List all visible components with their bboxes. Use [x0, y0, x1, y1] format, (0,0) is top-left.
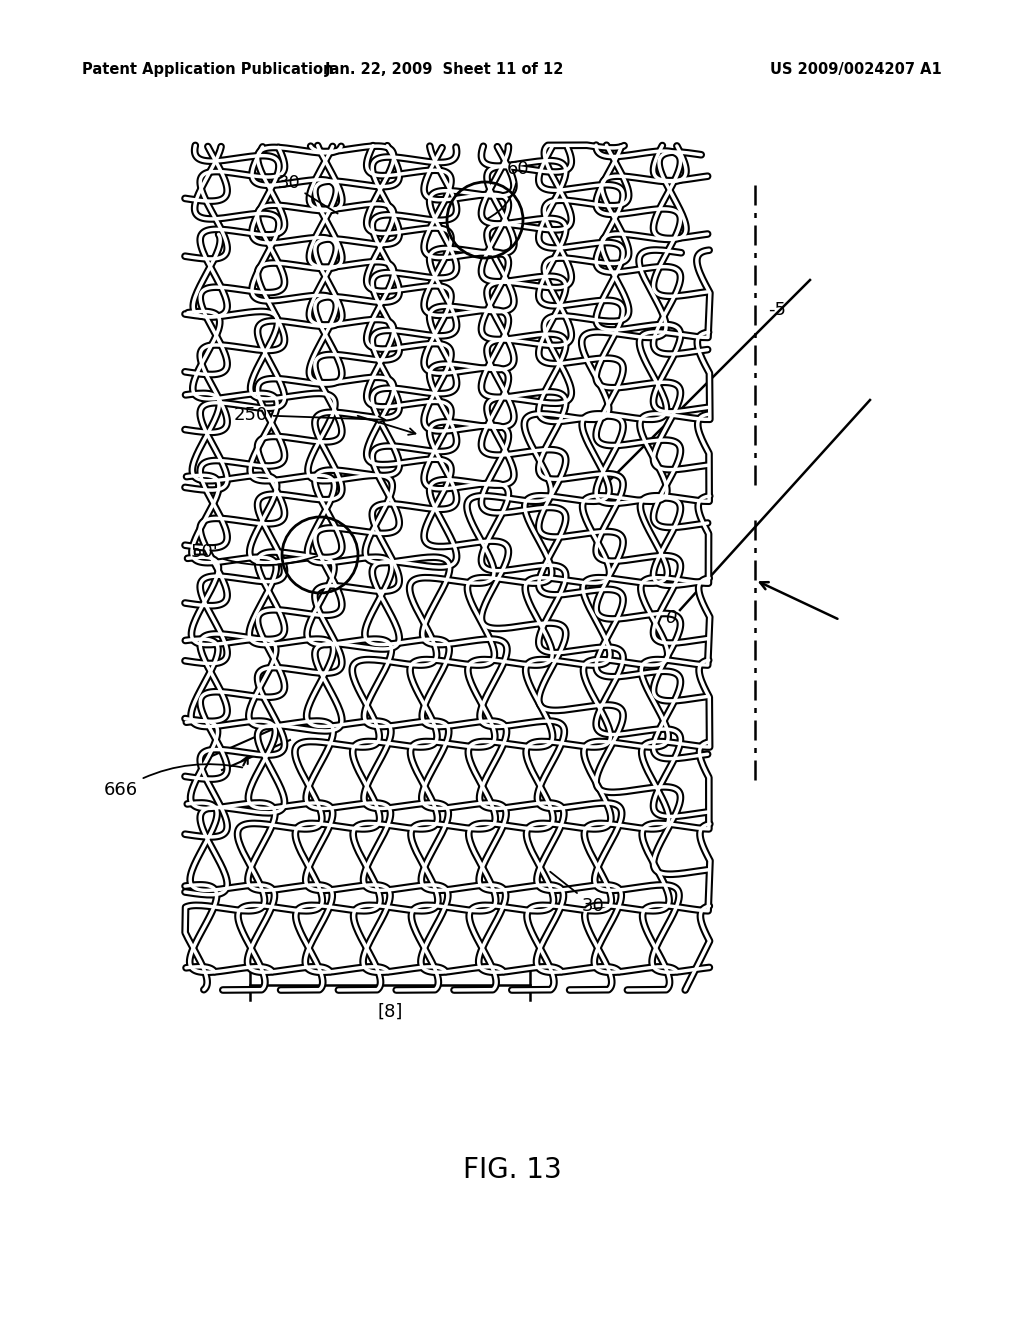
Text: 30: 30	[550, 871, 605, 915]
Text: [8]: [8]	[377, 1003, 402, 1020]
Text: FIG. 13: FIG. 13	[463, 1156, 561, 1184]
Text: 60: 60	[487, 160, 529, 219]
Text: Patent Application Publication: Patent Application Publication	[82, 62, 334, 77]
Text: 666: 666	[103, 764, 243, 799]
Text: 250: 250	[233, 407, 385, 424]
Text: -5: -5	[768, 301, 786, 319]
Text: Jan. 22, 2009  Sheet 11 of 12: Jan. 22, 2009 Sheet 11 of 12	[326, 62, 564, 77]
Text: 30: 30	[278, 174, 338, 214]
Text: US 2009/0024207 A1: US 2009/0024207 A1	[770, 62, 942, 77]
Text: 0: 0	[665, 609, 677, 627]
Text: 50': 50'	[190, 543, 317, 565]
